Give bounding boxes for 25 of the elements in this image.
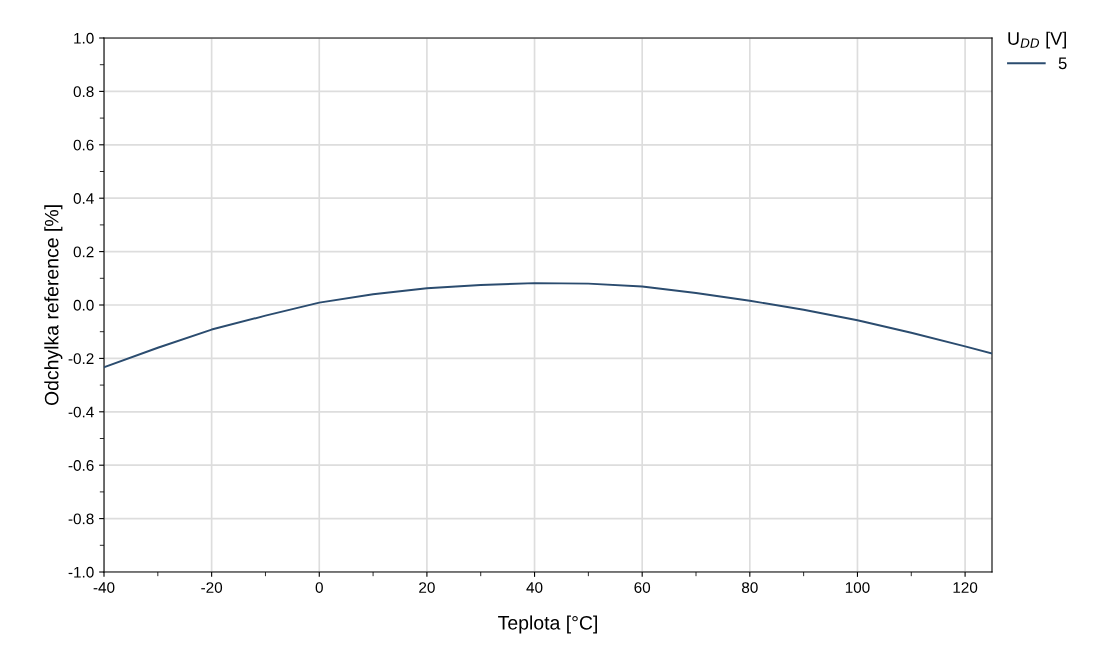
y-tick-label: -0.4	[68, 406, 94, 418]
x-tick-label: -20	[201, 582, 223, 593]
y-tick-label: -0.6	[68, 460, 94, 471]
y-axis-title: Odchylka reference [%]	[44, 205, 63, 406]
x-tick-label: 80	[741, 582, 758, 593]
y-tick-label: 1.0	[74, 32, 94, 44]
x-tick-label: 100	[845, 582, 870, 593]
x-tick-label: 40	[526, 582, 543, 593]
x-tick-label: 120	[953, 582, 978, 593]
y-tick-label: 0.6	[73, 139, 94, 151]
x-tick-label: 60	[634, 582, 651, 593]
y-tick-label: -0.8	[68, 513, 94, 525]
x-tick-label: 0	[315, 582, 323, 593]
x-axis-title: Teplota [°C]	[498, 615, 597, 634]
legend-title: U$_{DD}$ [V]	[1008, 31, 1066, 49]
legend-label: 5	[1058, 57, 1067, 70]
y-tick-label: 0.4	[73, 193, 94, 204]
x-tick-label: 20	[419, 582, 435, 593]
line-series	[104, 282, 992, 369]
y-tick-label: -0.2	[68, 353, 94, 365]
y-tick-label: 0.8	[73, 86, 94, 98]
y-tick-label: -1.0	[68, 566, 94, 578]
x-tick-label: -40	[93, 582, 115, 593]
y-tick-label: 0.0	[73, 299, 94, 311]
y-tick-label: 0.2	[73, 246, 94, 258]
